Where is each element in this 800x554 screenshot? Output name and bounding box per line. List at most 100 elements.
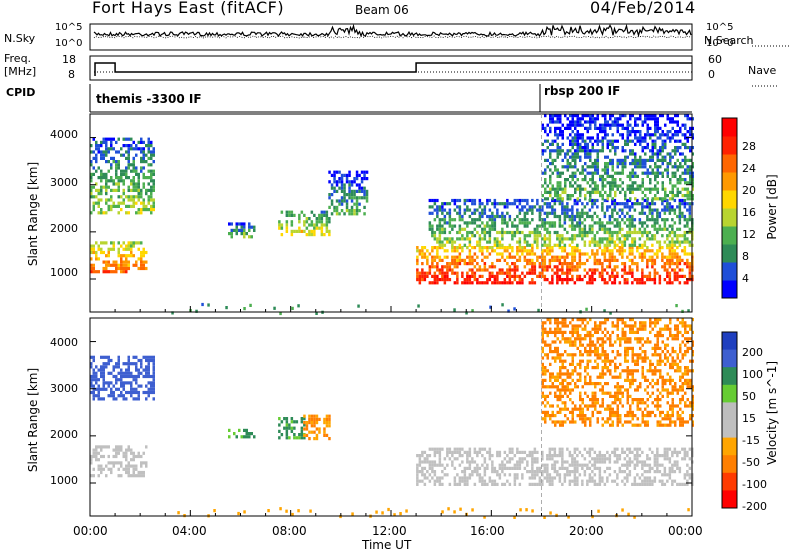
power-cell	[458, 214, 462, 219]
power-cell	[105, 140, 108, 144]
velocity-cell	[668, 470, 672, 474]
velocity-cell	[147, 355, 150, 359]
power-cell	[681, 178, 684, 182]
power-cell	[583, 234, 587, 238]
power-cell	[501, 252, 504, 256]
velocity-cell	[589, 420, 592, 424]
velocity-cell	[541, 470, 544, 474]
velocity-cell	[603, 457, 607, 461]
power-cell	[616, 274, 619, 278]
power-cell	[320, 229, 324, 233]
power-cell	[137, 185, 140, 189]
velocity-cell	[663, 466, 667, 470]
velocity-cell	[666, 457, 669, 461]
power-cell	[584, 194, 587, 198]
velocity-cell	[115, 387, 118, 391]
power-cell	[661, 246, 664, 250]
power-cell	[574, 171, 577, 175]
power-cell	[679, 162, 682, 166]
power-cell	[431, 265, 434, 269]
power-cell	[97, 144, 100, 148]
velocity-cell	[308, 421, 311, 425]
power-cell	[631, 171, 634, 175]
power-cell	[100, 156, 103, 160]
power-cell	[656, 181, 659, 185]
velocity-cell	[528, 470, 532, 474]
power-cell	[571, 249, 574, 253]
power-cell	[596, 221, 599, 225]
power-cell	[566, 178, 569, 182]
power-cell	[107, 254, 110, 258]
velocity-cell	[290, 429, 294, 433]
power-cell	[636, 123, 639, 127]
power-cell	[102, 211, 105, 215]
power-cell	[671, 117, 674, 121]
velocity-cell	[616, 350, 619, 354]
power-cell	[137, 179, 140, 183]
power-cell	[687, 309, 690, 313]
power-cell	[611, 123, 614, 127]
power-cell	[496, 208, 499, 212]
power-cell	[436, 198, 439, 203]
power-cell	[566, 211, 569, 215]
velocity-cell	[245, 428, 248, 432]
power-cell	[571, 221, 574, 225]
velocity-cell	[556, 473, 559, 477]
power-cell	[117, 195, 120, 199]
velocity-cell	[564, 420, 567, 424]
power-cell	[503, 249, 507, 253]
power-cell	[581, 252, 584, 256]
power-cell	[531, 265, 534, 269]
power-cell	[358, 202, 361, 206]
velocity-cell	[416, 479, 419, 483]
power-cell	[132, 241, 135, 245]
power-cell	[538, 255, 542, 259]
power-cell	[491, 202, 494, 206]
power-cell	[603, 243, 607, 247]
power-cell	[641, 181, 644, 185]
power-cell	[606, 230, 609, 235]
power-cell	[573, 265, 577, 269]
power-cell	[668, 234, 672, 238]
power-cell	[691, 136, 694, 140]
power-cell	[125, 150, 128, 154]
power-cell	[152, 179, 155, 183]
power-cell	[676, 158, 679, 162]
power-cell	[426, 274, 429, 278]
power-cell	[559, 133, 562, 137]
velocity-cell	[614, 324, 617, 328]
power-cell	[616, 130, 619, 134]
power-cell	[453, 224, 457, 228]
velocity-cell	[628, 460, 632, 464]
velocity-cell	[584, 366, 587, 370]
power-cell	[566, 165, 569, 169]
power-cell	[631, 246, 634, 250]
velocity-cell	[308, 430, 311, 434]
power-cell	[681, 309, 684, 313]
power-cell	[654, 120, 657, 124]
power-cell	[363, 173, 366, 177]
velocity-cell	[280, 420, 284, 424]
power-cell	[95, 140, 98, 144]
power-cell	[551, 158, 554, 162]
velocity-cell	[556, 353, 559, 357]
velocity-cell	[616, 324, 619, 328]
power-cell	[659, 165, 662, 169]
power-cell	[621, 227, 624, 231]
power-cell	[132, 160, 135, 164]
power-cell	[674, 194, 677, 198]
power-cell	[601, 237, 604, 241]
power-cell	[588, 240, 592, 244]
velocity-cell	[446, 463, 449, 467]
velocity-cell	[576, 324, 579, 328]
power-cell	[112, 137, 115, 141]
power-cell	[588, 268, 592, 272]
velocity-cell	[471, 470, 474, 474]
velocity-cell	[100, 445, 103, 449]
velocity-cell	[589, 378, 592, 382]
power-cell	[606, 123, 609, 127]
power-cell	[122, 169, 125, 173]
velocity-cell	[549, 318, 552, 322]
power-cell	[350, 196, 354, 200]
power-cell	[115, 166, 118, 170]
